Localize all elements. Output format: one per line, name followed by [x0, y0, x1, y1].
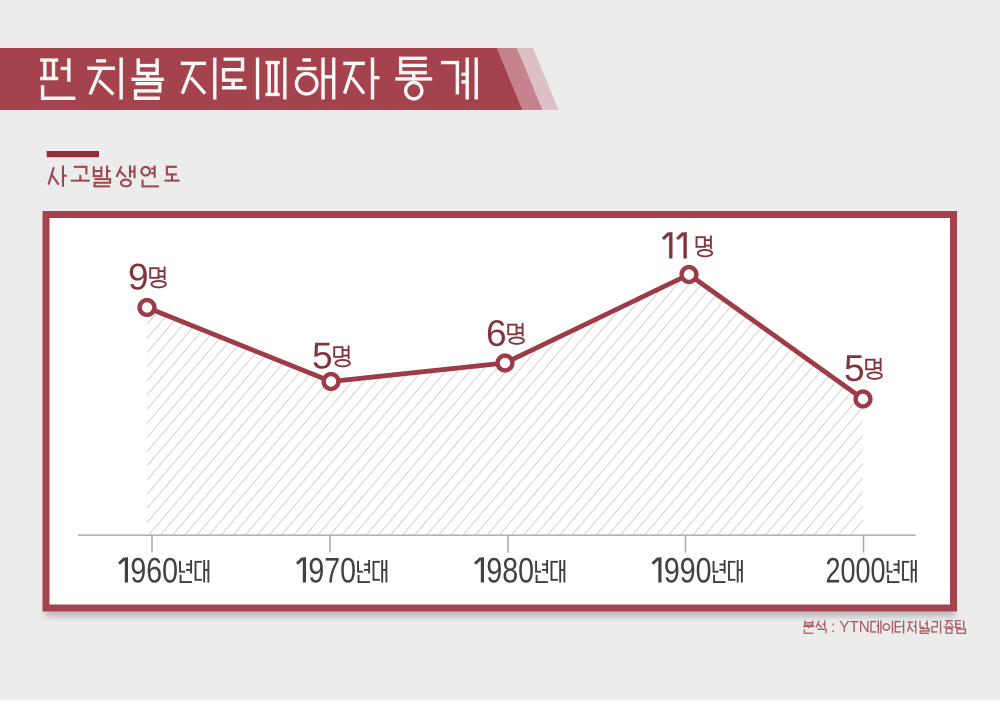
- svg-text:6: 6: [486, 313, 507, 354]
- svg-text:2000: 2000: [826, 552, 886, 591]
- svg-text:960: 960: [130, 552, 178, 591]
- svg-text:: YTN: : YTN: [831, 619, 870, 636]
- svg-text:970: 970: [308, 552, 356, 591]
- svg-text:5: 5: [312, 336, 333, 377]
- svg-text:9: 9: [128, 257, 149, 298]
- svg-text:990: 990: [664, 552, 712, 591]
- svg-text:980: 980: [486, 552, 534, 591]
- svg-text:5: 5: [844, 348, 865, 389]
